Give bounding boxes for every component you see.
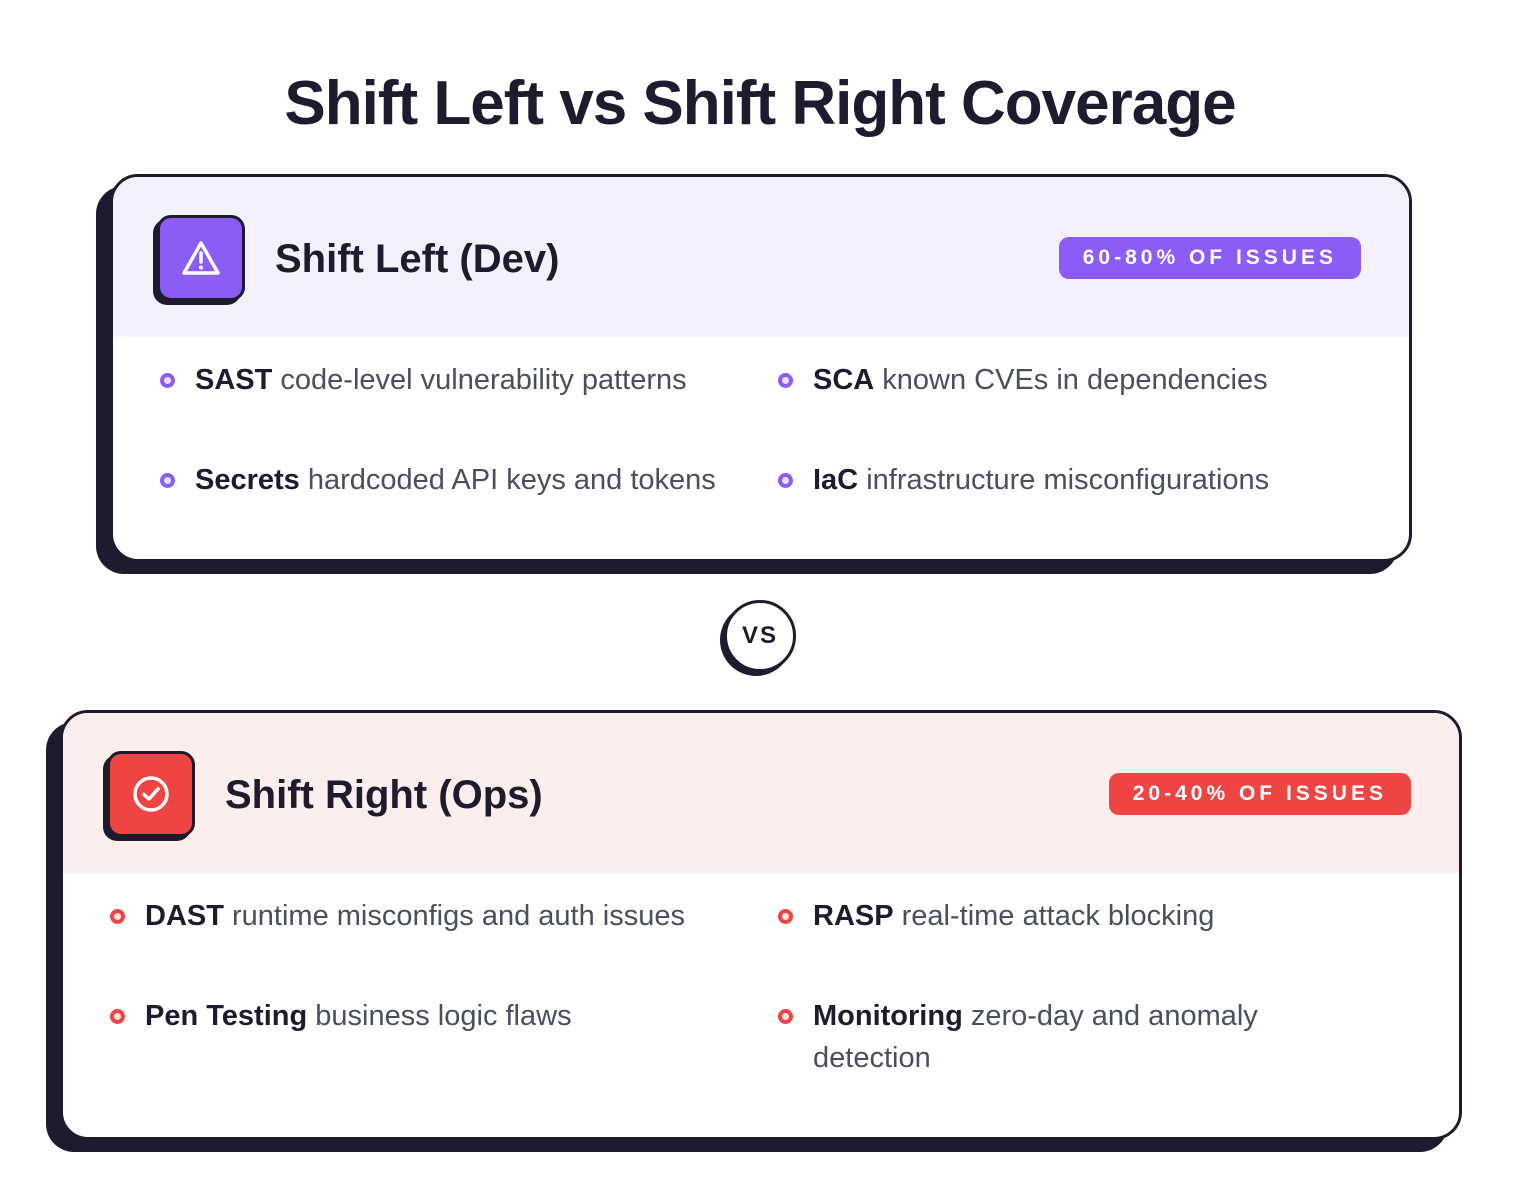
shift-right-card: Shift Right (Ops) 20-40% OF ISSUES DAST … [60, 710, 1462, 1140]
bullet-icon [110, 909, 125, 924]
bullet-icon [160, 473, 175, 488]
vs-badge: VS [724, 600, 796, 672]
coverage-badge: 20-40% OF ISSUES [1108, 773, 1411, 815]
list-item: Pen Testing business logic flaws [110, 995, 705, 1037]
bullet-icon [160, 373, 175, 388]
bullet-icon [110, 1009, 125, 1024]
warning-triangle-icon [157, 215, 245, 301]
bullet-icon [778, 909, 793, 924]
page-title: Shift Left vs Shift Right Coverage [284, 69, 1236, 138]
list-item: Monitoring zero-day and anomaly detectio… [778, 995, 1313, 1079]
card-title: Shift Right (Ops) [225, 773, 543, 817]
list-item: SAST code-level vulnerability patterns [160, 359, 755, 401]
list-item: RASP real-time attack blocking [778, 895, 1373, 937]
list-item: DAST runtime misconfigs and auth issues [110, 895, 705, 937]
card-header: Shift Left (Dev) 60-80% OF ISSUES [113, 177, 1409, 337]
list-item: IaC infrastructure misconfigurations [778, 459, 1373, 501]
card-header: Shift Right (Ops) 20-40% OF ISSUES [63, 713, 1459, 873]
list-item: SCA known CVEs in dependencies [778, 359, 1373, 401]
check-circle-icon [107, 751, 195, 837]
list-item: Secrets hardcoded API keys and tokens [160, 459, 755, 501]
bullet-icon [778, 373, 793, 388]
coverage-badge: 60-80% OF ISSUES [1058, 237, 1361, 279]
bullet-icon [778, 473, 793, 488]
card-title: Shift Left (Dev) [275, 237, 560, 281]
bullet-icon [778, 1009, 793, 1024]
shift-left-card: Shift Left (Dev) 60-80% OF ISSUES SAST c… [110, 174, 1412, 562]
